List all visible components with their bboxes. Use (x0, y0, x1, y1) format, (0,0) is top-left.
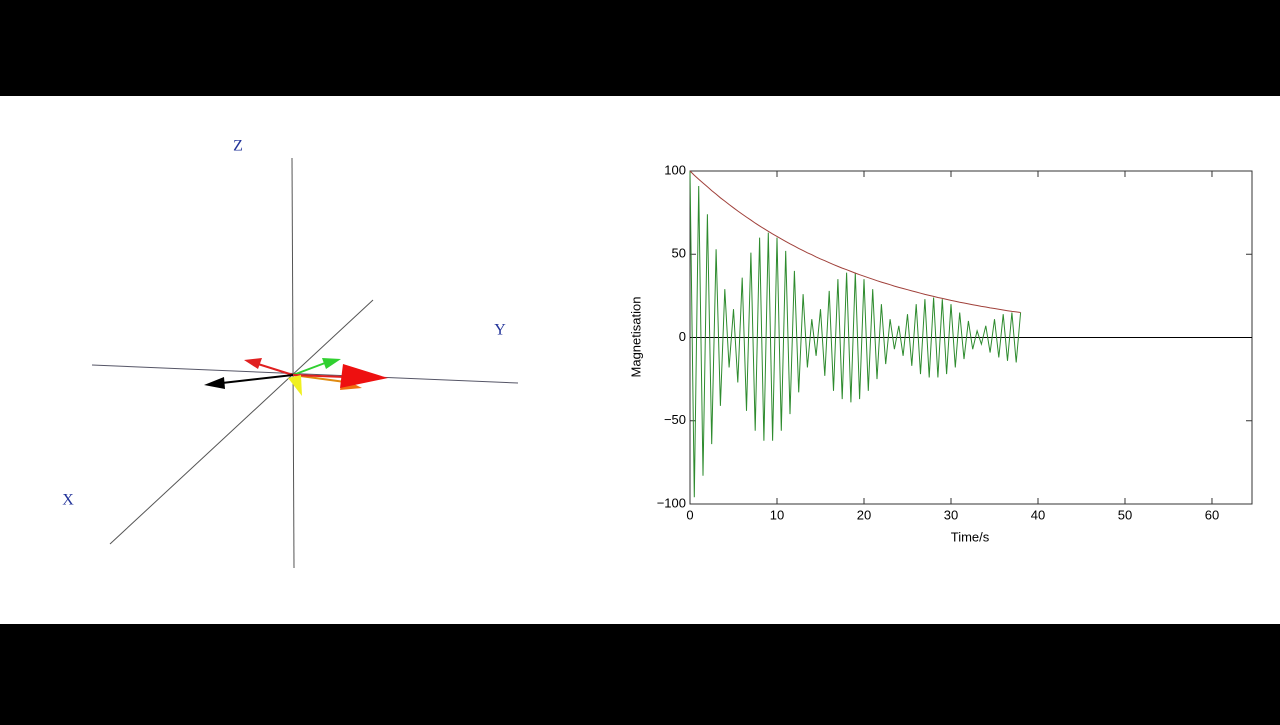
z-axis (291, 157, 295, 569)
vector (257, 363, 294, 376)
y-axis (91, 364, 519, 384)
series-line (689, 170, 1021, 313)
x-axis (109, 299, 374, 545)
canvas (0, 96, 1280, 624)
x-axis-label: Time/s (951, 529, 990, 544)
x-tick-label: 50 (1118, 507, 1132, 522)
x-tick-label: 30 (944, 507, 958, 522)
arrow-head (244, 358, 262, 369)
y-tick-label: −100 (657, 495, 686, 510)
y-axis-label: Magnetisation (628, 297, 643, 378)
y-tick-label: 50 (672, 246, 686, 261)
axis-label: X (62, 492, 74, 509)
axis-label: Z (233, 138, 243, 155)
x-tick-label: 0 (686, 507, 693, 522)
arrow-head (322, 358, 341, 369)
vector (221, 374, 294, 384)
y-tick-label: 0 (679, 329, 686, 344)
arrow-head (340, 364, 388, 388)
y-tick-label: −50 (664, 412, 686, 427)
x-tick-label: 60 (1205, 507, 1219, 522)
vector-diagram: Z Y X (62, 138, 519, 569)
arrow-head (204, 377, 225, 389)
arrow-head (288, 375, 302, 396)
y-tick-label: 100 (664, 162, 686, 177)
x-tick-label: 10 (770, 507, 784, 522)
plot: Time/s Magnetisation 0 10 20 30 40 50 60 −100 −5… (628, 162, 1253, 544)
vector (292, 362, 326, 376)
axis-label: Y (494, 322, 506, 339)
x-tick-label: 40 (1031, 507, 1045, 522)
vector (292, 374, 346, 378)
x-tick-label: 20 (857, 507, 871, 522)
